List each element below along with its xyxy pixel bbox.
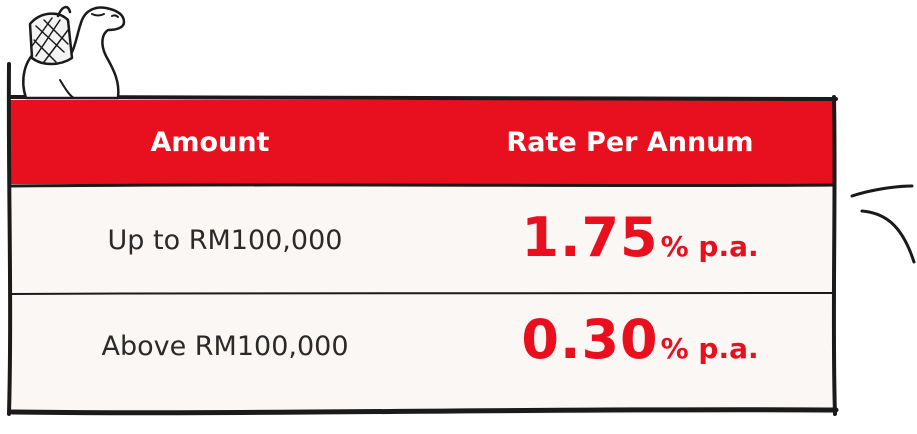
header-amount: Amount: [150, 126, 270, 158]
motion-lines-icon: [850, 184, 916, 264]
table-header: [10, 100, 834, 184]
row-2-amount: Above RM100,000: [101, 330, 349, 362]
row-1-amount: Up to RM100,000: [107, 224, 343, 256]
row-1-rate: 1.75% p.a.: [440, 206, 840, 286]
row-2-rate: 0.30% p.a.: [440, 308, 840, 388]
row-1-rate-suffix: % p.a.: [660, 230, 759, 263]
header-rate-per-annum: Rate Per Annum: [506, 126, 754, 158]
row-2-rate-suffix: % p.a.: [660, 332, 759, 365]
row-2-rate-value: 0.30: [521, 308, 659, 371]
camel-icon: [22, 5, 126, 100]
row-1-rate-value: 1.75: [521, 206, 659, 269]
